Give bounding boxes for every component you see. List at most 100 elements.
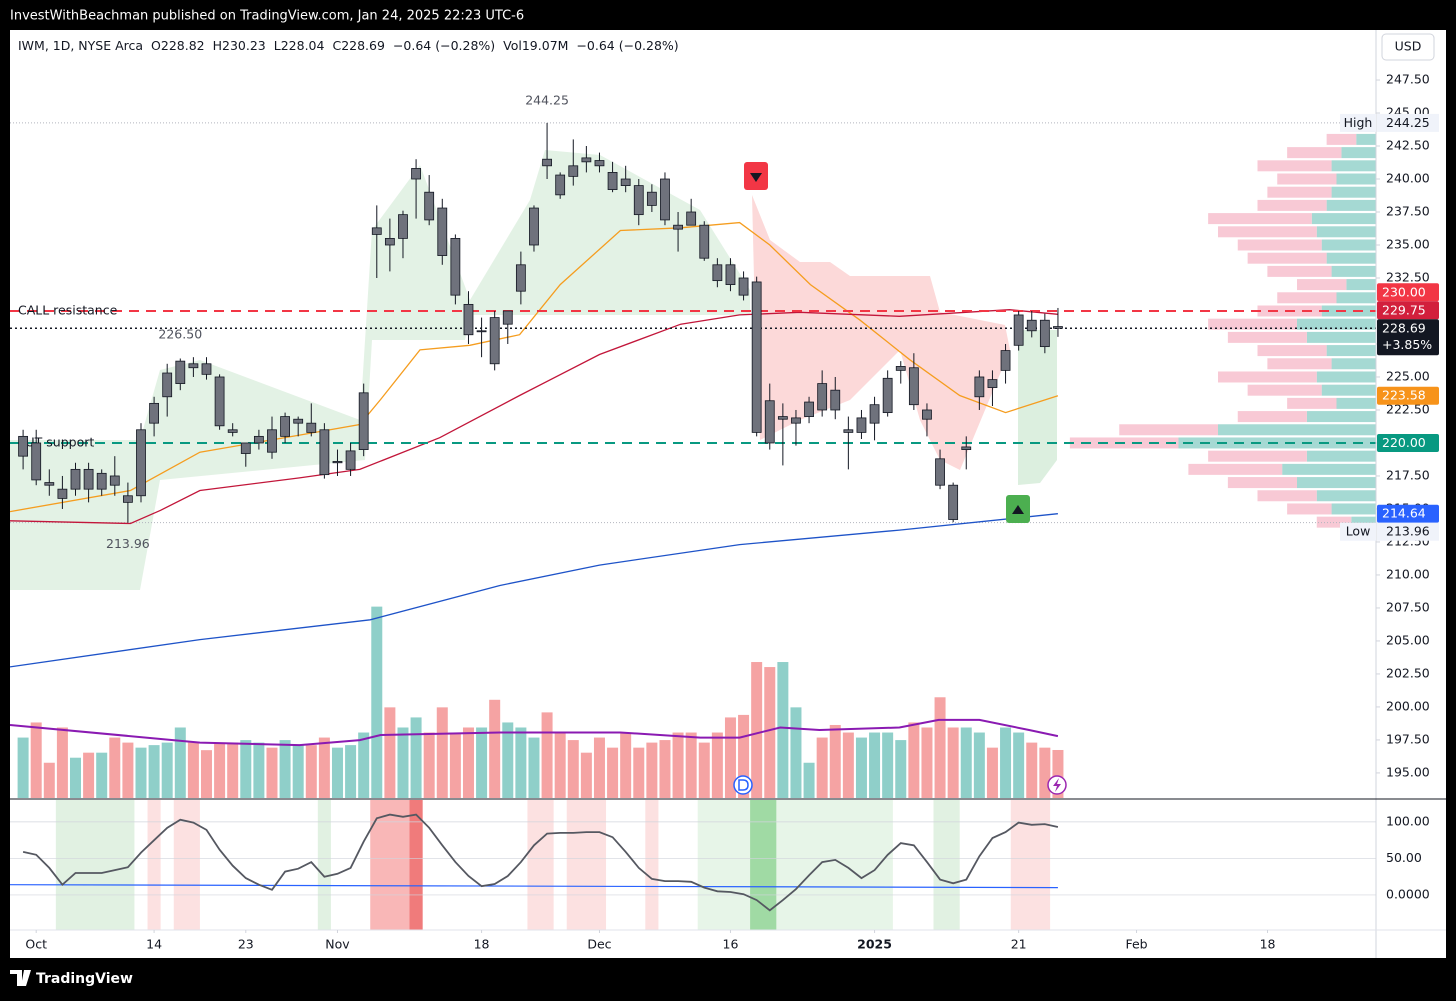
oscillator-zone	[697, 800, 893, 930]
markers	[733, 162, 1067, 795]
candle-body	[253, 435, 264, 444]
candle-body	[515, 264, 526, 292]
candle-body	[18, 435, 28, 457]
candle-body	[319, 429, 330, 476]
price-badge-label: 230.00	[1382, 284, 1426, 299]
volume-bar	[214, 742, 226, 798]
candle-body	[725, 264, 736, 285]
candle-body	[555, 174, 566, 196]
candle-body	[358, 392, 369, 450]
ma-line	[10, 513, 1058, 668]
candle-body	[529, 207, 539, 246]
volume-bar	[227, 742, 239, 798]
volume-bar	[397, 727, 409, 798]
last-price-label: 228.69	[1382, 320, 1426, 335]
profile-up	[1336, 397, 1376, 409]
currency-button[interactable]	[1381, 33, 1435, 61]
candle-body	[922, 409, 932, 420]
profile-down	[1257, 160, 1332, 172]
profile-up	[1336, 173, 1376, 185]
candle-body	[961, 446, 972, 450]
brand: TradingView	[10, 970, 133, 987]
price-annotation: 244.25	[525, 92, 569, 107]
profile-up	[1306, 411, 1376, 423]
price-annotation: 226.50	[158, 327, 202, 342]
volume-bar	[1052, 749, 1064, 798]
volume-bar	[1026, 742, 1038, 798]
profile-down	[1257, 199, 1327, 211]
candle-body	[293, 418, 304, 424]
candle-body	[136, 429, 146, 497]
volume-bar	[1000, 727, 1012, 798]
candle-body	[673, 224, 683, 230]
price-badge	[1377, 504, 1439, 523]
price-badge	[1377, 433, 1439, 452]
y-tick-label: 237.50	[1386, 204, 1430, 219]
volume-bar	[96, 752, 108, 798]
volume-bar	[358, 732, 370, 798]
volume-bar	[148, 745, 160, 798]
volume-bar	[685, 732, 697, 798]
candle-body	[1013, 314, 1024, 346]
volume-bar	[122, 742, 134, 798]
x-tick-label: 2025	[857, 937, 892, 952]
profile-down	[1277, 173, 1337, 185]
volume-bar	[43, 762, 55, 798]
profile-down	[1277, 292, 1337, 304]
profile-down	[1227, 331, 1307, 343]
candle-body	[345, 450, 356, 470]
candle-body	[1053, 326, 1063, 329]
volume-bar	[711, 732, 723, 798]
candle-body	[660, 178, 670, 221]
volume-bar	[69, 757, 81, 798]
volume-bar	[292, 745, 304, 798]
profile-down	[1287, 397, 1337, 409]
dividend-marker[interactable]	[733, 775, 753, 795]
volume-bar	[253, 742, 265, 798]
profile-down	[1247, 252, 1327, 264]
candle-body	[489, 317, 500, 365]
candle-body	[96, 472, 107, 490]
candle-body	[542, 158, 552, 167]
candle-body	[280, 416, 290, 437]
volume-bar	[764, 667, 776, 798]
volume-bar	[305, 745, 317, 798]
currency[interactable]: USD	[1395, 39, 1422, 54]
candle-body	[371, 227, 382, 235]
volume-bar	[476, 727, 488, 798]
candle-body	[882, 377, 893, 414]
axes: 195.00197.50200.00202.50205.00207.50210.…	[10, 30, 1446, 958]
candle-body	[817, 383, 828, 411]
candle-body	[306, 422, 317, 433]
volume-bar	[554, 732, 566, 798]
profile-down	[1218, 226, 1317, 238]
volume-bar	[620, 732, 632, 798]
volume-bar	[869, 732, 881, 798]
candle-body	[31, 442, 42, 481]
trend-fill	[10, 150, 1057, 590]
volume-bar	[109, 737, 121, 798]
oscillator-zone	[750, 800, 777, 930]
volume-bar	[829, 724, 841, 798]
candle-body	[227, 429, 238, 433]
profile-down	[1267, 358, 1332, 370]
volume-bar	[489, 699, 501, 798]
candle-body	[843, 429, 854, 433]
profile-up	[1346, 279, 1376, 291]
extreme-name-bg	[1340, 113, 1376, 132]
profile-up	[1282, 463, 1376, 475]
profile-down	[1316, 516, 1352, 528]
volume-bar	[947, 727, 959, 798]
candle-body	[122, 495, 133, 503]
candle-body	[57, 488, 68, 499]
candle-body	[463, 303, 474, 336]
y-tick-label: 210.00	[1386, 566, 1430, 581]
profile-down	[1267, 186, 1332, 198]
y-tick-label: 50.00	[1386, 850, 1422, 865]
legend-item: C228.69	[332, 38, 385, 53]
profile-down	[1287, 503, 1332, 515]
price-badge-label: 220.00	[1382, 435, 1426, 450]
price-badge-label: 223.58	[1382, 388, 1426, 403]
candle-body	[1000, 350, 1011, 371]
